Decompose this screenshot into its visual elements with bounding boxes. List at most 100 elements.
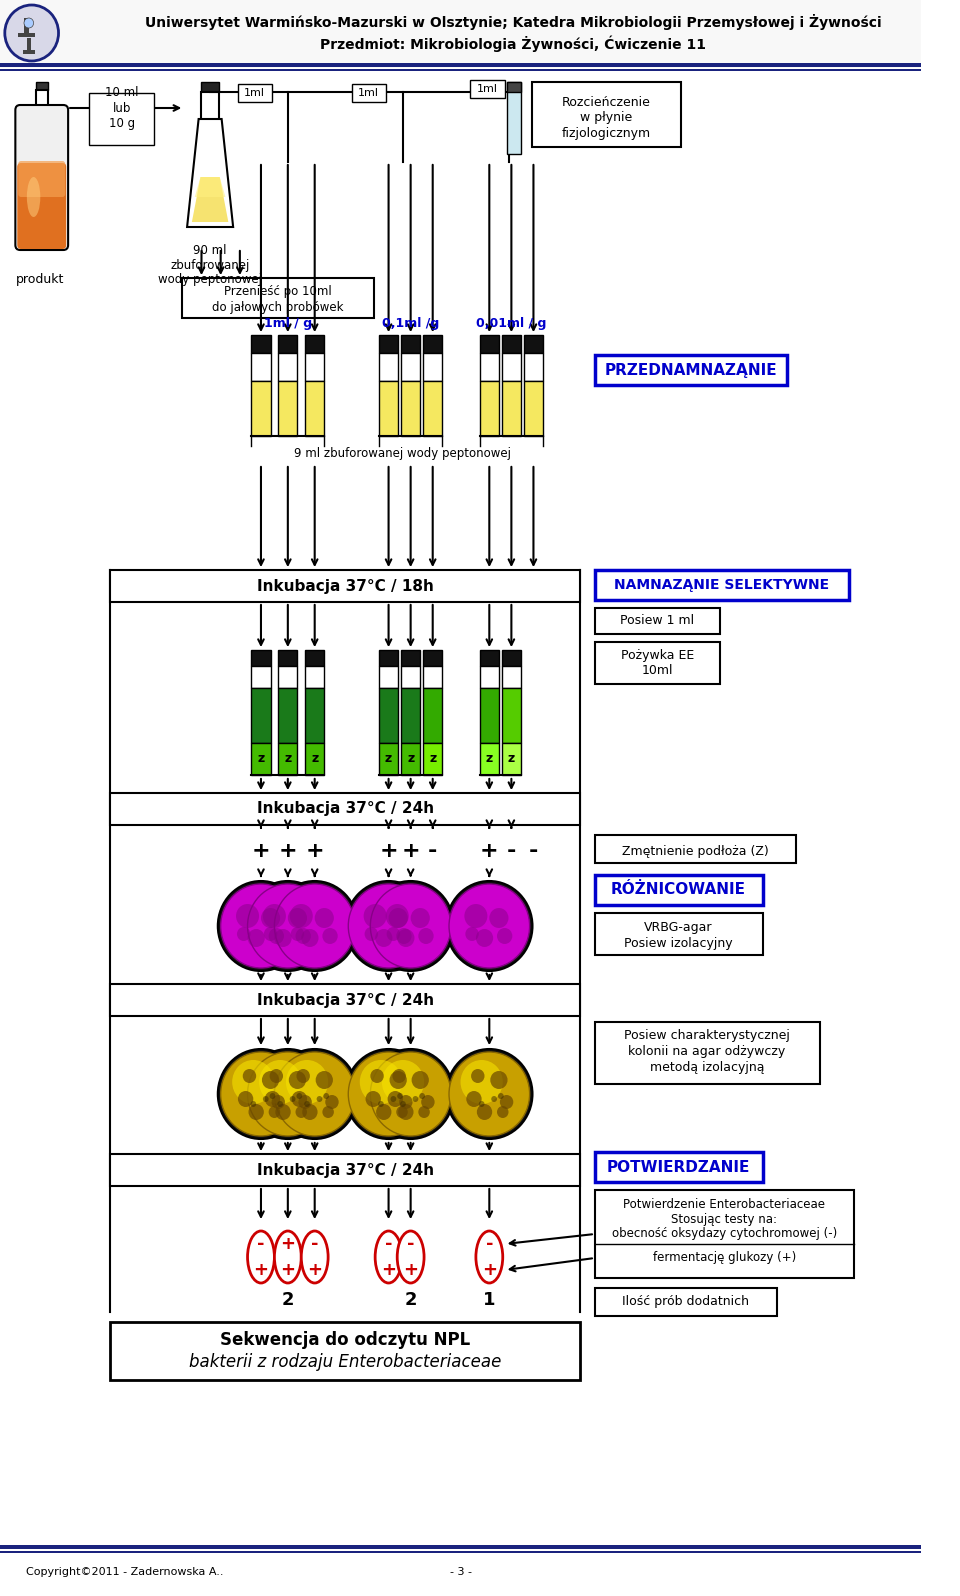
Text: +: + xyxy=(280,1235,296,1253)
Circle shape xyxy=(315,908,334,927)
Circle shape xyxy=(297,1069,310,1084)
Circle shape xyxy=(276,1104,291,1120)
Ellipse shape xyxy=(275,1231,301,1283)
Circle shape xyxy=(261,908,280,927)
Circle shape xyxy=(399,1095,413,1109)
Circle shape xyxy=(476,929,493,946)
Bar xyxy=(252,688,271,744)
Bar xyxy=(278,381,298,436)
Circle shape xyxy=(316,1071,333,1088)
Circle shape xyxy=(490,908,509,927)
Bar xyxy=(401,381,420,436)
Bar xyxy=(305,335,324,353)
Bar xyxy=(595,1152,763,1183)
Text: RÓŻNICOWANIE: RÓŻNICOWANIE xyxy=(611,883,746,897)
Bar xyxy=(305,688,324,744)
Text: z: z xyxy=(311,752,319,766)
Bar xyxy=(110,985,581,1017)
Text: +: + xyxy=(401,841,420,860)
Text: wody peptonowej: wody peptonowej xyxy=(158,273,262,287)
Bar xyxy=(278,650,298,666)
Text: +: + xyxy=(480,841,498,860)
Circle shape xyxy=(360,1060,402,1104)
Text: +: + xyxy=(379,841,397,860)
Text: +: + xyxy=(307,1261,323,1278)
Text: -: - xyxy=(507,841,516,860)
Text: kolonii na agar odżywczy: kolonii na agar odżywczy xyxy=(629,1045,785,1058)
Bar xyxy=(480,688,499,744)
Bar xyxy=(36,89,48,112)
Bar xyxy=(423,335,443,353)
Bar xyxy=(595,1021,821,1084)
Bar xyxy=(252,650,271,666)
Bar xyxy=(252,666,271,688)
Bar xyxy=(502,666,521,688)
Circle shape xyxy=(400,1101,406,1108)
Text: 1ml / g: 1ml / g xyxy=(264,316,312,329)
Circle shape xyxy=(270,1069,283,1084)
Bar xyxy=(423,666,443,688)
Text: Uniwersytet Warmińsko-Mazurski w Olsztynie; Katedra Mikrobiologii Przemysłowej i: Uniwersytet Warmińsko-Mazurski w Olsztyn… xyxy=(145,14,881,30)
Bar xyxy=(423,744,443,776)
Circle shape xyxy=(221,1052,301,1136)
Circle shape xyxy=(477,1104,492,1120)
Text: +: + xyxy=(381,1261,396,1278)
Ellipse shape xyxy=(375,1231,402,1283)
Bar xyxy=(0,1551,921,1553)
Circle shape xyxy=(296,927,311,943)
Text: NAMNAZĄNIE SELEKTYWNE: NAMNAZĄNIE SELEKTYWNE xyxy=(614,578,829,592)
Circle shape xyxy=(382,1060,424,1104)
Circle shape xyxy=(364,903,387,927)
Polygon shape xyxy=(192,177,228,222)
Text: 1: 1 xyxy=(483,1291,495,1309)
Bar xyxy=(401,650,420,666)
Bar xyxy=(507,81,521,153)
Circle shape xyxy=(497,1106,509,1119)
Circle shape xyxy=(449,884,530,969)
Text: -: - xyxy=(529,841,539,860)
Bar xyxy=(182,278,374,318)
Bar xyxy=(18,34,36,37)
Circle shape xyxy=(479,1101,485,1108)
Circle shape xyxy=(376,1104,392,1120)
Bar xyxy=(595,875,763,905)
Bar xyxy=(480,353,499,381)
Circle shape xyxy=(497,927,513,943)
Ellipse shape xyxy=(27,177,40,217)
Circle shape xyxy=(245,1049,331,1140)
Text: Przedmiot: Mikrobiologia Żywności, Ćwiczenie 11: Przedmiot: Mikrobiologia Żywności, Ćwicz… xyxy=(321,35,707,53)
Circle shape xyxy=(24,18,34,29)
Text: 10ml: 10ml xyxy=(641,664,673,677)
Circle shape xyxy=(297,1093,302,1100)
Text: w płynie: w płynie xyxy=(580,112,633,124)
Bar xyxy=(401,353,420,381)
Bar xyxy=(110,1321,581,1381)
Circle shape xyxy=(270,1093,276,1100)
Bar xyxy=(480,744,499,776)
Text: z: z xyxy=(407,752,415,766)
Text: Inkubacja 37°C / 24h: Inkubacja 37°C / 24h xyxy=(257,993,434,1007)
Bar xyxy=(502,335,521,353)
Circle shape xyxy=(391,1096,396,1101)
Circle shape xyxy=(466,927,479,942)
Circle shape xyxy=(412,1071,429,1088)
Text: Posiew charakterystycznej: Posiew charakterystycznej xyxy=(624,1029,790,1042)
Circle shape xyxy=(269,927,284,943)
Circle shape xyxy=(325,1095,339,1109)
Circle shape xyxy=(465,903,488,927)
Circle shape xyxy=(292,1092,307,1108)
Bar xyxy=(379,353,398,381)
Text: -: - xyxy=(311,1235,319,1253)
Bar xyxy=(595,354,787,385)
Text: Posiew 1 ml: Posiew 1 ml xyxy=(620,614,694,627)
Circle shape xyxy=(269,1106,280,1119)
Circle shape xyxy=(368,1049,454,1140)
Circle shape xyxy=(396,927,412,943)
Circle shape xyxy=(248,929,265,946)
FancyBboxPatch shape xyxy=(17,163,66,249)
Circle shape xyxy=(397,1093,403,1100)
Text: Inkubacja 37°C / 24h: Inkubacja 37°C / 24h xyxy=(257,801,434,817)
Text: 2: 2 xyxy=(281,1291,294,1309)
Circle shape xyxy=(263,903,286,927)
Text: +: + xyxy=(482,1261,497,1278)
